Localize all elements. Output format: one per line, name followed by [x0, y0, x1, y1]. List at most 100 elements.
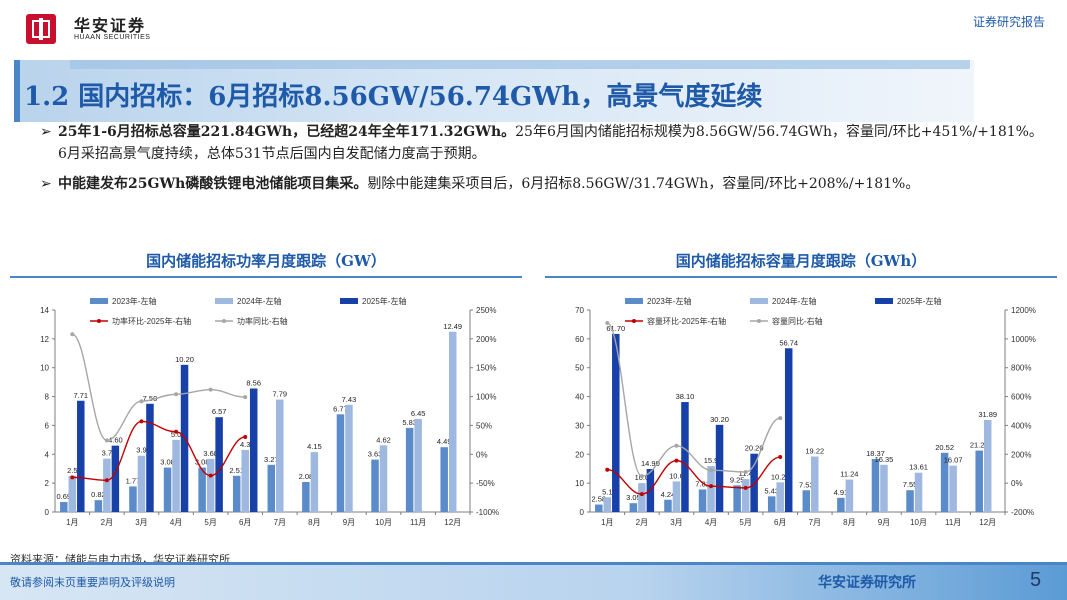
bar-data-label: 13.61 — [909, 463, 928, 472]
bar-data-label: 30.20 — [710, 415, 729, 424]
bar-data-label: 16.07 — [944, 456, 963, 465]
bullet-1-bold: 25年1-6月招标总容量221.84GWh，已经超24年全年171.32GWh。 — [58, 124, 516, 140]
legend-swatch — [215, 298, 233, 304]
x-tick-label: 2月 — [101, 518, 113, 527]
bar-data-label: 21.29 — [970, 441, 989, 450]
bar-2024 — [603, 497, 612, 512]
legend-label: 2024年-左轴 — [772, 296, 816, 306]
bar-2024 — [276, 399, 284, 512]
bar-data-label: 10.29 — [771, 472, 790, 481]
left-tick-label: 10 — [40, 364, 49, 373]
right-tick-label: -100% — [476, 508, 499, 517]
mom-point — [778, 455, 783, 460]
legend-label: 功率同比-右轴 — [237, 316, 288, 326]
x-tick-label: 7月 — [274, 518, 286, 527]
chart-power: 0 2 4 6 8 10 12 14 -100% -50% 0% 50% 100% 150% 200% 250… — [40, 296, 499, 527]
mom-point — [243, 434, 248, 439]
bar-data-label: 2.08 — [299, 472, 314, 481]
bar-data-label: 4.91 — [834, 488, 849, 497]
bar-2023 — [302, 481, 310, 512]
left-tick-label: 14 — [40, 306, 49, 315]
x-tick-label: 11月 — [945, 518, 961, 527]
mom-point — [104, 478, 109, 483]
bar-2023 — [336, 414, 345, 512]
bar-2024 — [310, 452, 319, 512]
left-tick-label: 8 — [45, 393, 50, 402]
bar-data-label: 7.71 — [73, 391, 88, 400]
right-tick-label: 50% — [476, 421, 492, 430]
bullet-2-bold: 中能建发布25GWh磷酸铁锂电池储能项目集采。 — [58, 176, 368, 192]
yoy-point — [605, 320, 610, 325]
x-tick-label: 12月 — [979, 518, 996, 527]
x-tick-label: 6月 — [774, 518, 786, 527]
bar-2024 — [811, 456, 819, 512]
bullet-1: ➢ 25年1-6月招标总容量221.84GWh，已经超24年全年171.32GW… — [40, 121, 1045, 165]
page-number: 5 — [1030, 569, 1042, 591]
bullet-1-text: 25年6月国内储能招标规模为8.56GW/56.74GWh，容量同/环比+451… — [58, 124, 1043, 162]
bar-data-label: 14.90 — [641, 459, 660, 468]
bar-2023 — [129, 486, 137, 512]
bar-data-label: 1.77 — [126, 476, 141, 485]
x-tick-label: 8月 — [308, 518, 320, 527]
x-tick-label: 9月 — [343, 518, 355, 527]
right-tick-label: 1000% — [1011, 335, 1036, 344]
x-tick-label: 9月 — [878, 518, 890, 527]
page-title: 1.2 国内招标：6月招标8.56GW/56.74GWh，高景气度延续 — [24, 82, 763, 112]
right-tick-label: 0% — [476, 450, 488, 459]
bar-data-label: 11.24 — [840, 470, 858, 479]
bar-data-label: 7.50 — [143, 394, 158, 403]
legend-label: 容量同比-右轴 — [772, 316, 823, 326]
yoy-point — [639, 474, 644, 479]
bar-2025 — [612, 333, 620, 512]
bar-data-label: 3.27 — [264, 455, 279, 464]
bar-2025 — [111, 445, 120, 512]
bar-2024 — [241, 449, 249, 512]
legend-label: 功率环比-2025年-右轴 — [112, 316, 191, 326]
bar-data-label: 6.45 — [411, 409, 426, 418]
x-tick-label: 10月 — [375, 518, 392, 527]
bar-2024 — [983, 419, 992, 512]
left-tick-label: 50 — [575, 364, 584, 373]
bar-data-label: 15.9 — [704, 456, 719, 465]
disclaimer-link[interactable]: 敬请参阅末页重要声明及评级说明 — [10, 576, 175, 589]
bar-data-label: 3.68 — [203, 449, 218, 458]
bar-data-label: 10.6 — [669, 471, 684, 480]
x-tick-label: 3月 — [670, 518, 682, 527]
bar-2024 — [68, 475, 77, 512]
bullet-2: ➢ 中能建发布25GWh磷酸铁锂电池储能项目集采。剔除中能建集采项目后，6月招标… — [40, 173, 1045, 195]
bar-2023 — [371, 459, 379, 512]
right-tick-label: -50% — [476, 479, 495, 488]
bar-data-label: 7.53 — [799, 480, 814, 489]
left-tick-label: 0 — [580, 508, 585, 517]
legend-swatch — [90, 298, 108, 304]
bullet-arrow-icon: ➢ — [40, 124, 52, 140]
mom-point — [139, 419, 144, 424]
left-tick-label: 60 — [575, 335, 584, 344]
x-tick-label: 5月 — [204, 518, 216, 527]
bar-2024 — [914, 472, 923, 512]
bar-data-label: 5.1 — [602, 487, 612, 496]
bar-data-label: 4.60 — [108, 436, 123, 445]
left-tick-label: 70 — [575, 306, 584, 315]
bar-2024 — [880, 464, 888, 512]
bar-data-label: 3.08 — [160, 458, 175, 467]
bar-data-label: 2.5 — [67, 466, 77, 475]
bar-2024 — [172, 439, 180, 512]
legend-label: 2025年-左轴 — [362, 296, 406, 306]
mom-point — [674, 458, 679, 463]
legend-line-marker — [757, 319, 761, 323]
x-tick-label: 4月 — [170, 518, 182, 527]
title-bar — [14, 60, 974, 122]
legend-swatch — [750, 298, 768, 304]
bar-2023 — [871, 458, 880, 512]
legend-label: 2025年-左轴 — [897, 296, 941, 306]
bar-2024 — [741, 479, 750, 512]
chart-2-title-rule — [545, 276, 1057, 278]
legend-label: 2024年-左轴 — [237, 296, 281, 306]
bar-data-label: 8.56 — [246, 378, 261, 387]
bar-data-label: 9.25 — [730, 475, 745, 484]
yoy-point — [709, 468, 714, 473]
x-tick-label: 1月 — [601, 518, 613, 527]
bar-2023 — [405, 427, 414, 512]
bar-2023 — [232, 475, 241, 512]
